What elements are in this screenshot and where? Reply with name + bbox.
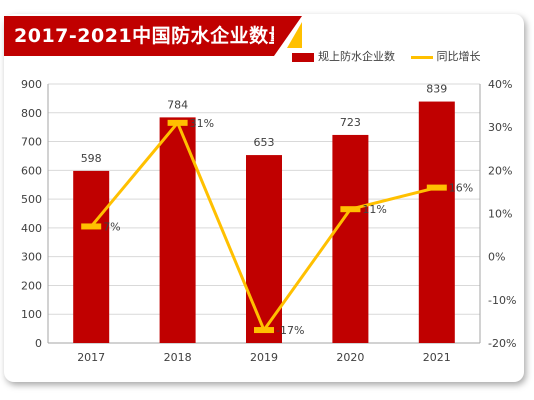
bar bbox=[332, 134, 369, 343]
combo-chart: 0 100 200 300 400 500 600 700 800 900 -20% -10% 0% 10… bbox=[21, 78, 516, 364]
legend-item-bar: 规上防水企业数 bbox=[292, 48, 395, 64]
y2-tick-label: 30% bbox=[488, 121, 512, 134]
bar-value-label: 784 bbox=[167, 98, 188, 111]
bar-value-label: 653 bbox=[254, 136, 275, 149]
legend: 规上防水企业数 同比增长 bbox=[292, 48, 493, 64]
chart-card: 2017-2021中国防水企业数量 规上防水企业数 同比增长 0 100 200 30… bbox=[4, 14, 524, 382]
x-tick-label: 2017 bbox=[77, 351, 105, 364]
legend-item-line: 同比增长 bbox=[410, 48, 481, 64]
bar-value-label: 598 bbox=[81, 152, 102, 165]
bar bbox=[73, 170, 110, 343]
bar-value-label: 723 bbox=[340, 116, 361, 129]
growth-marker bbox=[426, 184, 447, 191]
growth-marker bbox=[340, 206, 361, 213]
title-accent-triangle bbox=[287, 22, 302, 48]
growth-value-label: 11% bbox=[362, 203, 386, 216]
growth-value-label: 16% bbox=[449, 182, 473, 195]
y2-tick-label: 40% bbox=[488, 78, 512, 91]
y2-tick-label: -20% bbox=[488, 337, 516, 350]
growth-value-label: -17% bbox=[276, 324, 304, 337]
x-tick-label: 2019 bbox=[250, 351, 278, 364]
legend-swatch-line bbox=[410, 55, 433, 59]
y-tick-label: 0 bbox=[35, 337, 42, 350]
y2-tick-label: 0% bbox=[488, 251, 505, 264]
y-tick-label: 200 bbox=[21, 279, 42, 292]
bar-value-label: 839 bbox=[426, 83, 447, 96]
chart-title: 2017-2021中国防水企业数量 bbox=[4, 16, 288, 56]
y-tick-label: 600 bbox=[21, 164, 42, 177]
legend-swatch-bar bbox=[292, 52, 314, 62]
growth-value-label: 31% bbox=[190, 117, 214, 130]
y-tick-label: 900 bbox=[21, 78, 42, 91]
y-tick-label: 100 bbox=[21, 308, 42, 321]
y-tick-label: 300 bbox=[21, 251, 42, 264]
y-tick-label: 400 bbox=[21, 222, 42, 235]
legend-label-bar: 规上防水企业数 bbox=[318, 50, 395, 63]
y-tick-label: 500 bbox=[21, 193, 42, 206]
growth-marker bbox=[254, 327, 274, 334]
y-tick-label: 700 bbox=[21, 136, 42, 149]
growth-marker bbox=[81, 223, 102, 230]
bar bbox=[418, 101, 455, 343]
x-tick-label: 2020 bbox=[336, 351, 364, 364]
y2-tick-label: 10% bbox=[488, 208, 512, 221]
x-tick-label: 2021 bbox=[423, 351, 451, 364]
legend-label-line: 同比增长 bbox=[436, 50, 481, 63]
y2-tick-label: 20% bbox=[488, 164, 512, 177]
growth-marker bbox=[167, 119, 188, 126]
growth-value-label: 7% bbox=[103, 220, 120, 233]
y2-tick-label: -10% bbox=[488, 294, 516, 307]
y-tick-label: 800 bbox=[21, 107, 42, 120]
x-tick-label: 2018 bbox=[164, 351, 192, 364]
